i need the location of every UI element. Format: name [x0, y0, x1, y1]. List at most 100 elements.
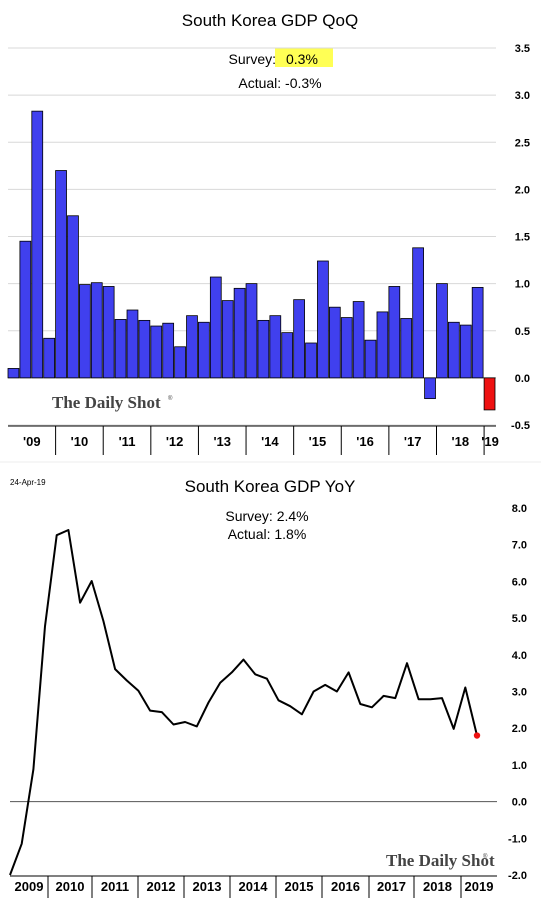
yoy-line-series — [9, 529, 481, 876]
qoq-bar — [424, 377, 436, 400]
yoy-y-tick-label: 1.0 — [512, 760, 527, 772]
yoy-x-tick-label: 2017 — [377, 879, 406, 894]
qoq-bar — [198, 321, 210, 379]
yoy-y-axis: 8.0 7.0 6.0 5.0 4.0 3.0 2.0 1.0 0.0 -1.0 -2.0 — [508, 503, 527, 882]
yoy-y-tick-label: 7.0 — [512, 540, 527, 552]
yoy-y-tick-label: -2.0 — [508, 870, 527, 882]
qoq-bar — [447, 321, 460, 379]
yoy-x-tick-label: 2011 — [101, 879, 129, 894]
qoq-bar — [233, 287, 246, 379]
qoq-bar — [186, 315, 198, 379]
yoy-y-tick-label: 4.0 — [512, 650, 527, 662]
qoq-x-tick-label: '16 — [356, 434, 374, 449]
qoq-x-tick-label: '17 — [404, 434, 422, 449]
qoq-bar — [126, 309, 139, 379]
qoq-bar — [162, 322, 175, 379]
qoq-x-tick-label: '19 — [481, 434, 499, 449]
qoq-logo-reg: ® — [168, 395, 173, 402]
yoy-x-tick-label: 2019 — [465, 879, 494, 894]
yoy-y-tick-label: 3.0 — [512, 687, 527, 699]
yoy-actual: Actual: 1.8% — [228, 526, 307, 542]
qoq-bar — [269, 315, 282, 379]
qoq-chart: South Korea GDP QoQ Survey: 0.3% Actual:… — [7, 11, 530, 455]
qoq-y-tick-label: 1.0 — [515, 279, 530, 291]
yoy-x-tick-label: 2013 — [193, 879, 222, 894]
qoq-y-tick-label: 2.5 — [515, 137, 530, 149]
qoq-bar — [483, 377, 496, 411]
yoy-x-tick-label: 2014 — [239, 879, 269, 894]
yoy-title: South Korea GDP YoY — [185, 477, 356, 496]
qoq-bar — [79, 284, 91, 379]
qoq-bar — [376, 311, 389, 379]
yoy-x-tick-label: 2010 — [56, 879, 85, 894]
yoy-y-tick-label: 2.0 — [512, 723, 527, 735]
qoq-bar — [436, 283, 448, 379]
qoq-y-tick-label: 3.0 — [515, 90, 530, 102]
qoq-x-tick-label: '10 — [71, 434, 89, 449]
yoy-line — [9, 529, 478, 876]
yoy-x-tick-label: 2012 — [147, 879, 176, 894]
qoq-bar — [19, 240, 32, 379]
qoq-y-tick-label: 1.5 — [515, 232, 530, 244]
qoq-bar — [281, 332, 294, 379]
yoy-x-axis: 2009 2010 2011 2012 2013 2014 2015 2016 2017 2018… — [10, 875, 497, 898]
qoq-x-tick-label: '12 — [166, 434, 184, 449]
qoq-bar — [305, 342, 317, 379]
yoy-y-tick-label: 6.0 — [512, 576, 527, 588]
yoy-x-tick-label: 2018 — [423, 879, 452, 894]
qoq-x-tick-label: '11 — [119, 434, 136, 449]
qoq-bars — [7, 110, 496, 411]
qoq-y-tick-label: 0.0 — [515, 373, 530, 385]
qoq-bar — [328, 306, 341, 379]
yoy-y-tick-label: 8.0 — [512, 503, 527, 515]
qoq-y-tick-label: 3.5 — [515, 43, 530, 55]
qoq-bar — [67, 215, 79, 379]
qoq-bar — [114, 319, 127, 379]
qoq-bar — [31, 110, 44, 379]
yoy-survey: Survey: 2.4% — [225, 508, 308, 524]
yoy-y-tick-label: 0.0 — [512, 797, 527, 809]
qoq-survey-label: Survey: — [229, 51, 276, 67]
qoq-survey-value: 0.3% — [286, 51, 318, 67]
qoq-y-tick-label: 0.5 — [515, 326, 530, 338]
qoq-x-tick-label: '15 — [309, 434, 327, 449]
qoq-bar — [174, 346, 186, 379]
qoq-x-axis: '09 '10 '11 '12 '13 '14 '15 '16 '17 '18 '19 — [8, 425, 499, 455]
qoq-bar — [412, 247, 424, 379]
yoy-logo: The Daily Shot — [386, 851, 495, 870]
qoq-bar — [7, 368, 20, 379]
qoq-x-tick-label: '18 — [452, 434, 470, 449]
qoq-bar — [257, 319, 270, 379]
yoy-chart: 24-Apr-19 South Korea GDP YoY Survey: 2.… — [9, 477, 527, 898]
qoq-bar — [471, 286, 484, 379]
qoq-bar — [400, 318, 413, 379]
yoy-last-point — [473, 732, 481, 739]
qoq-x-tick-label: '13 — [213, 434, 231, 449]
yoy-y-tick-label: 5.0 — [512, 613, 527, 625]
qoq-y-tick-label: -0.5 — [511, 420, 530, 432]
qoq-bar — [459, 324, 472, 379]
qoq-bar — [245, 283, 258, 379]
qoq-bar — [90, 282, 103, 379]
qoq-bar — [293, 299, 305, 379]
qoq-bar — [340, 317, 353, 379]
survey-highlight — [275, 48, 333, 67]
qoq-bar — [221, 300, 234, 379]
qoq-bar — [317, 260, 329, 379]
qoq-bar — [102, 286, 115, 379]
qoq-bar — [150, 325, 163, 379]
yoy-logo-reg: ® — [483, 853, 488, 860]
qoq-bar — [388, 286, 401, 379]
qoq-bar — [138, 319, 151, 379]
qoq-bar — [43, 337, 56, 379]
yoy-date-label: 24-Apr-19 — [10, 478, 46, 487]
yoy-x-tick-label: 2016 — [331, 879, 360, 894]
qoq-bar — [364, 339, 377, 379]
qoq-logo: The Daily Shot — [52, 393, 161, 412]
qoq-bar — [209, 276, 222, 379]
qoq-bar — [352, 301, 365, 379]
qoq-bar — [55, 170, 67, 379]
yoy-y-tick-label: -1.0 — [508, 833, 527, 845]
qoq-y-tick-label: 2.0 — [515, 184, 530, 196]
